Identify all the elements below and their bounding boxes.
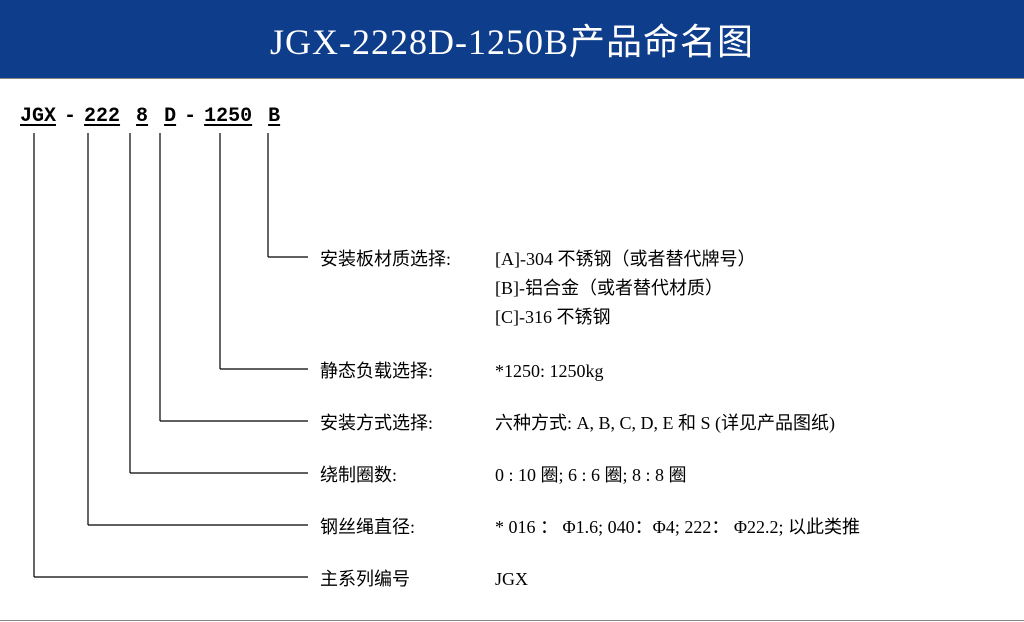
description-value: JGX — [495, 565, 528, 594]
code-separator — [254, 105, 266, 128]
description-label: 安装板材质选择: — [320, 245, 495, 271]
description-row: 静态负载选择:*1250: 1250kg — [320, 357, 604, 386]
header-banner: JGX-2228D-1250B产品命名图 — [0, 0, 1024, 78]
code-separator: - — [58, 105, 82, 128]
code-segment: 8 — [134, 105, 150, 128]
code-segment: JGX — [18, 105, 58, 128]
description-label: 主系列编号 — [320, 565, 495, 591]
code-separator — [150, 105, 162, 128]
description-label: 钢丝绳直径: — [320, 513, 495, 539]
description-label: 安装方式选择: — [320, 409, 495, 435]
code-segment: B — [266, 105, 282, 128]
code-segment: 1250 — [202, 105, 254, 128]
code-segment: 222 — [82, 105, 122, 128]
description-row: 主系列编号 JGX — [320, 565, 528, 594]
description-value: *1250: 1250kg — [495, 357, 604, 386]
description-value: [A]-304 不锈钢（或者替代牌号） [B]-铝合金（或者替代材质） [C]-… — [495, 245, 755, 331]
description-label: 绕制圈数: — [320, 461, 495, 487]
description-label: 静态负载选择: — [320, 357, 495, 383]
description-row: 绕制圈数: 0 : 10 圈; 6 : 6 圈; 8 : 8 圈 — [320, 461, 687, 490]
description-row: 安装板材质选择:[A]-304 不锈钢（或者替代牌号） [B]-铝合金（或者替代… — [320, 245, 755, 331]
description-value: 六种方式: A, B, C, D, E 和 S (详见产品图纸) — [495, 409, 835, 438]
description-value: 0 : 10 圈; 6 : 6 圈; 8 : 8 圈 — [495, 461, 687, 490]
product-code: JGX-222 8 D-1250 B — [18, 105, 282, 128]
description-value: * 016 ： Φ1.6; 040：Φ4; 222： Φ22.2; 以此类推 — [495, 513, 860, 542]
page-title: JGX-2228D-1250B产品命名图 — [270, 13, 754, 65]
description-row: 钢丝绳直径:* 016 ： Φ1.6; 040：Φ4; 222： Φ22.2; … — [320, 513, 860, 542]
description-row: 安装方式选择: 六种方式: A, B, C, D, E 和 S (详见产品图纸) — [320, 409, 835, 438]
code-separator — [122, 105, 134, 128]
diagram-area: JGX-222 8 D-1250 B 安装板材质选择:[A]-304 不锈钢（或… — [0, 78, 1024, 621]
code-segment: D — [162, 105, 178, 128]
code-separator: - — [178, 105, 202, 128]
